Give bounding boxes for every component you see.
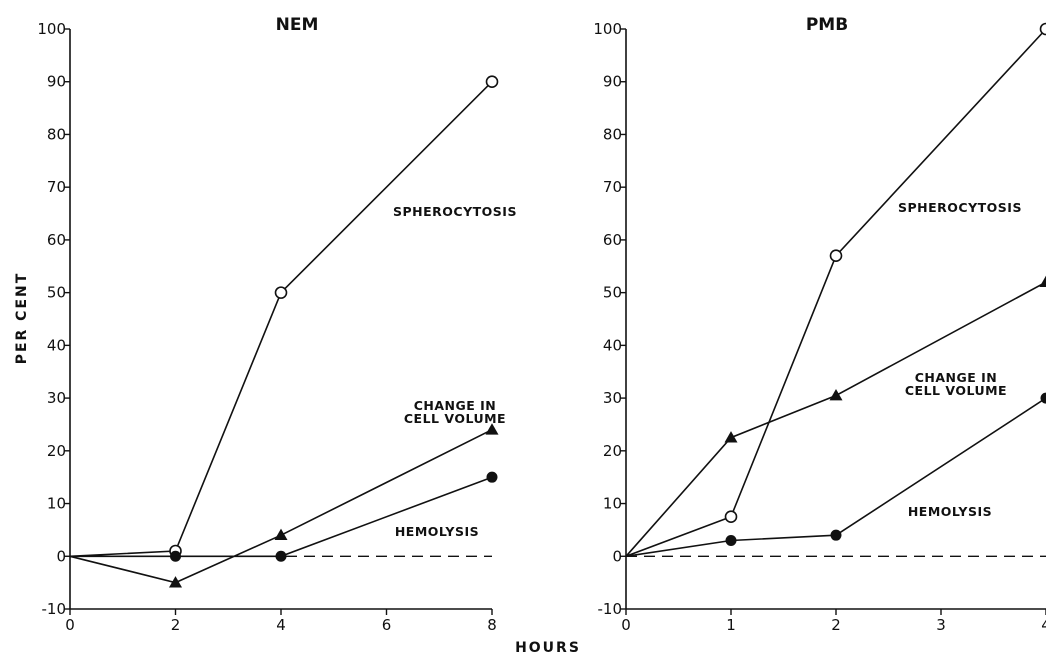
y-tick-label: 10: [603, 495, 622, 513]
data-point-change-in-cell-volume: [724, 431, 738, 443]
data-point-spherocytosis: [724, 510, 738, 524]
y-tick-label: 90: [603, 73, 622, 91]
y-tick-label: 80: [47, 125, 66, 143]
data-point-spherocytosis: [829, 249, 843, 263]
y-tick-label: 70: [603, 178, 622, 196]
series-line-change-in-cell-volume: [625, 281, 1046, 557]
data-point-hemolysis: [486, 471, 498, 483]
annotation-change-in-cell-volume: CHANGE IN CELL VOLUME: [905, 370, 1007, 398]
annotation-hemolysis: HEMOLYSIS: [908, 504, 992, 519]
y-tick-label: 20: [47, 442, 66, 460]
data-point-change-in-cell-volume: [1039, 275, 1046, 287]
data-point-hemolysis: [725, 534, 737, 546]
y-tick-label: 70: [47, 178, 66, 196]
y-tick-label: -10: [42, 600, 67, 618]
y-tick-label: 40: [603, 336, 622, 354]
series-line-spherocytosis: [625, 28, 1046, 558]
y-tick-label: 50: [47, 284, 66, 302]
y-tick-label: 80: [603, 125, 622, 143]
y-tick-label: 100: [593, 20, 622, 38]
series-line-spherocytosis: [69, 81, 493, 558]
data-point-change-in-cell-volume: [169, 576, 182, 588]
data-point-hemolysis: [1040, 392, 1046, 404]
y-tick-label: 20: [603, 442, 622, 460]
data-point-spherocytosis: [274, 286, 288, 299]
y-tick-label: 100: [37, 20, 66, 38]
data-point-change-in-cell-volume: [829, 388, 843, 401]
y-tick-label: 30: [47, 389, 66, 407]
y-tick-label: 10: [47, 495, 66, 513]
y-tick-label: 30: [603, 389, 622, 407]
x-tick-label: 2: [831, 616, 841, 634]
x-tick-label: 8: [487, 616, 497, 634]
data-point-hemolysis: [170, 550, 181, 562]
data-point-change-in-cell-volume: [274, 528, 288, 541]
panel-title: PMB: [806, 15, 848, 35]
y-tick-label: 0: [56, 547, 66, 565]
annotation-spherocytosis: SPHEROCYTOSIS: [898, 200, 1022, 215]
y-axis-label: PER CENT: [14, 272, 30, 365]
series-line-hemolysis: [625, 397, 1046, 558]
x-tick-label: 4: [1041, 616, 1046, 634]
chart-panel-pmb: PMB-10010203040506070809010001234SPHEROC…: [593, 15, 1046, 634]
annotation-hemolysis: HEMOLYSIS: [395, 524, 479, 539]
x-tick-label: 1: [726, 616, 736, 634]
y-tick-label: -10: [598, 600, 623, 618]
data-point-change-in-cell-volume: [485, 423, 499, 435]
data-point-spherocytosis: [1039, 22, 1046, 36]
x-tick-label: 6: [382, 616, 392, 634]
y-tick-label: 60: [603, 231, 622, 249]
data-point-hemolysis: [830, 529, 842, 541]
x-tick-label: 4: [276, 616, 286, 634]
y-tick-label: 40: [47, 336, 66, 354]
series-line-hemolysis: [70, 476, 493, 558]
annotation-change-in-cell-volume: CHANGE IN CELL VOLUME: [404, 398, 506, 426]
x-tick-label: 0: [65, 616, 75, 634]
panel-title: NEM: [276, 15, 319, 35]
data-point-hemolysis: [275, 550, 287, 562]
y-tick-label: 0: [612, 547, 622, 565]
x-tick-label: 0: [621, 616, 631, 634]
x-tick-label: 2: [171, 616, 181, 634]
series-line-change-in-cell-volume: [69, 428, 493, 584]
annotation-spherocytosis: SPHEROCYTOSIS: [393, 204, 517, 219]
y-tick-label: 60: [47, 231, 66, 249]
x-axis-label: HOURS: [515, 640, 581, 653]
y-tick-label: 90: [47, 73, 66, 91]
x-tick-label: 3: [936, 616, 946, 634]
y-tick-label: 50: [603, 284, 622, 302]
data-point-spherocytosis: [485, 75, 499, 89]
